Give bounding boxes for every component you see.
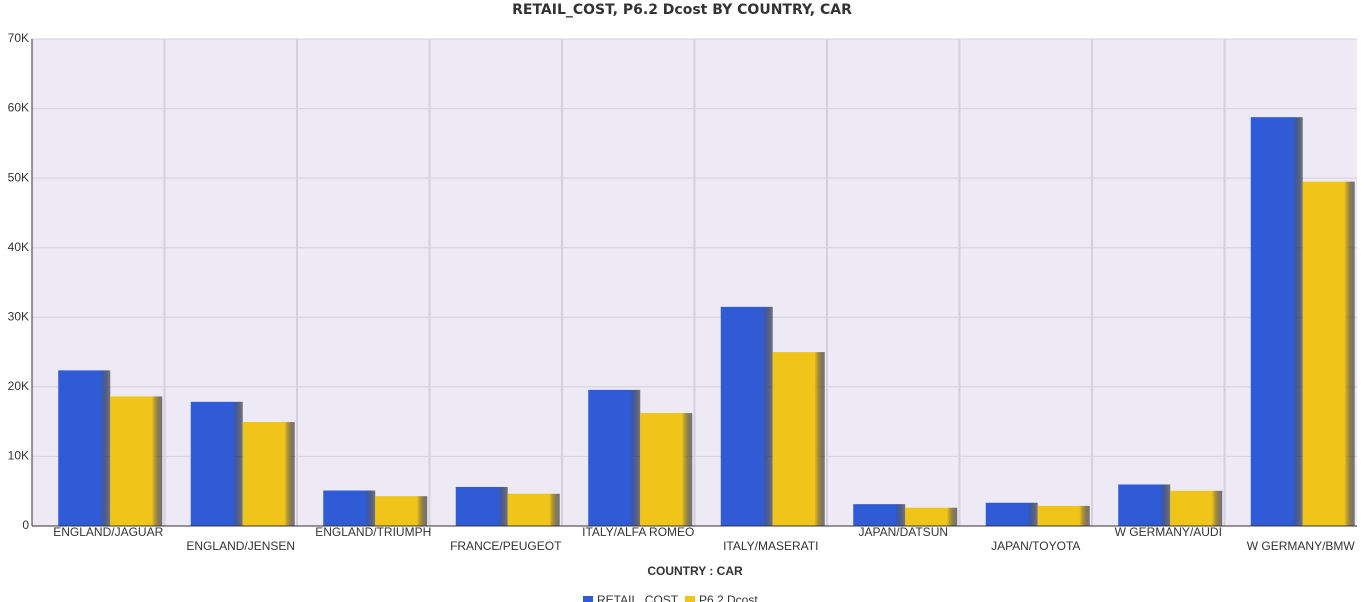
bar [588,389,641,526]
bar [720,306,773,526]
bar [1037,505,1090,526]
y-tick-label: 40K [8,240,29,254]
y-tick-label: 20K [8,379,29,393]
chart-title: RETAIL_COST, P6.2 Dcost BY COUNTRY, CAR [512,2,852,18]
bar [1250,117,1303,526]
y-tick-label: 70K [8,31,29,45]
x-tick-label: W GERMANY/BMW [1247,539,1356,553]
y-tick-label: 0 [22,518,29,532]
legend-label: RETAIL_COST [597,593,679,602]
bar [1302,181,1355,526]
y-tick-label: 30K [8,309,29,323]
bar [1170,490,1223,526]
bar [323,490,376,526]
bar [110,396,163,526]
y-tick-label: 10K [8,449,29,463]
bar [853,504,906,526]
x-tick-label: ENGLAND/JAGUAR [53,525,163,539]
x-tick-label: FRANCE/PEUGEOT [450,539,562,553]
bar [58,370,111,526]
bar [985,502,1038,526]
bar [190,401,243,526]
x-tick-label: ENGLAND/JENSEN [186,539,295,553]
legend-swatch [685,596,695,602]
x-tick-label: ENGLAND/TRIUMPH [315,525,431,539]
bar [455,486,508,526]
x-tick-label: JAPAN/DATSUN [858,525,948,539]
bar [375,496,428,526]
bar [772,352,825,526]
x-tick-label: ITALY/MASERATI [723,539,818,553]
bar [242,422,295,526]
legend-swatch [583,596,593,602]
bar [640,413,693,526]
bar [905,507,958,526]
bar [1118,484,1171,526]
x-tick-label: W GERMANY/AUDI [1115,525,1222,539]
y-tick-label: 60K [8,101,29,115]
x-tick-label: ITALY/ALFA ROMEO [582,525,694,539]
legend-label: P6.2 Dcost [699,593,758,602]
y-tick-label: 50K [8,170,29,184]
bar [507,493,560,526]
x-axis-title: COUNTRY : CAR [647,564,743,578]
x-tick-label: JAPAN/TOYOTA [991,539,1080,553]
